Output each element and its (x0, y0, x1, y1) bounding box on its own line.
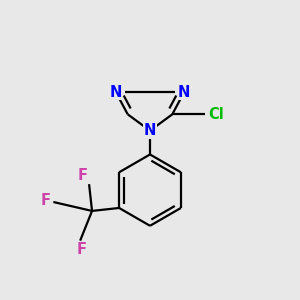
Text: F: F (78, 168, 88, 183)
Text: N: N (144, 123, 156, 138)
Text: N: N (178, 85, 190, 100)
Text: F: F (41, 193, 51, 208)
Text: N: N (110, 85, 122, 100)
Text: Cl: Cl (208, 107, 224, 122)
Text: F: F (76, 242, 87, 257)
